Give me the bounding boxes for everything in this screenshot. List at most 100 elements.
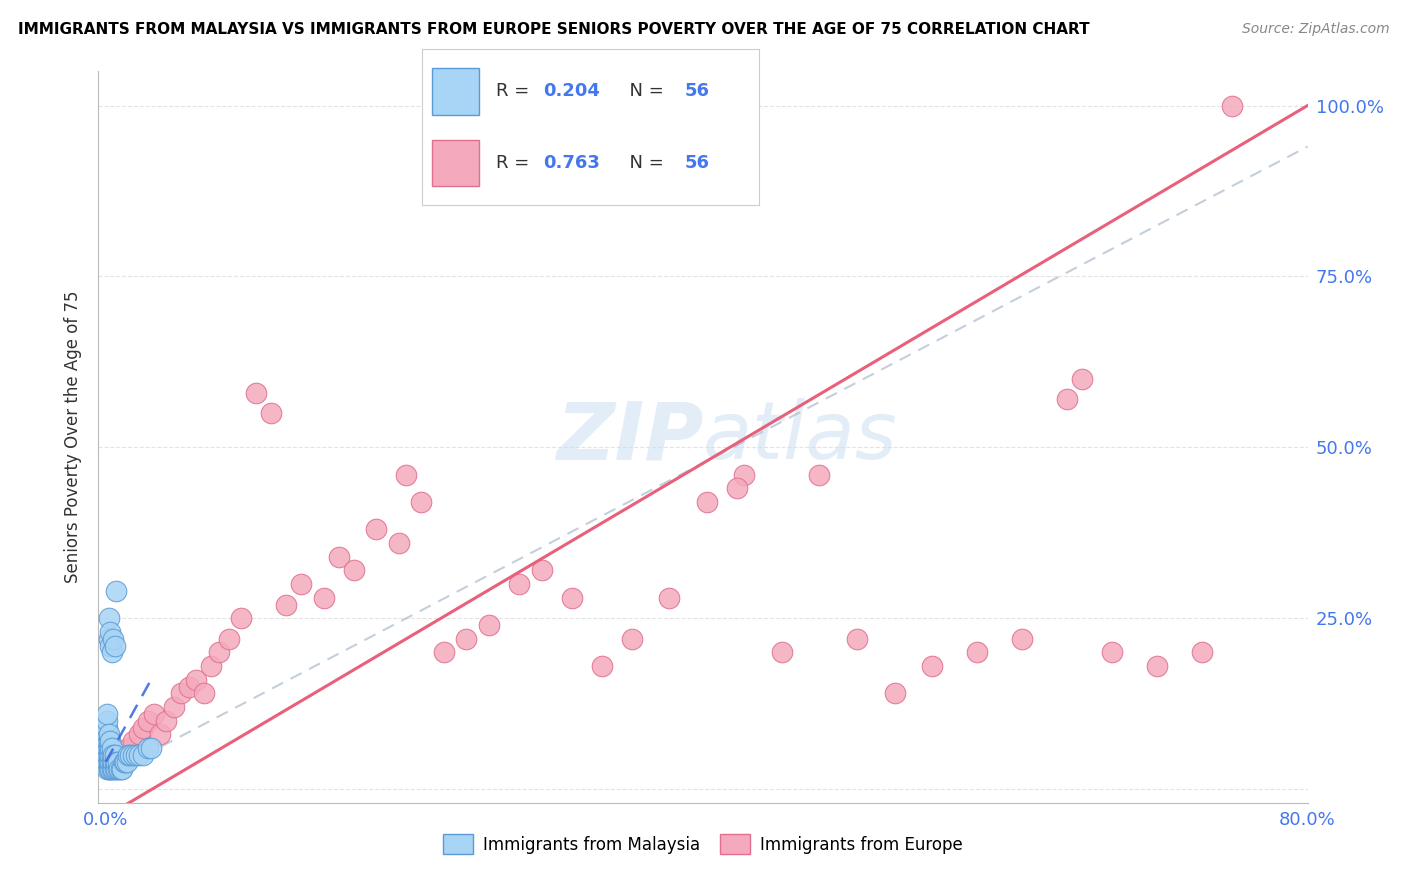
Point bbox=[846, 632, 869, 646]
Point bbox=[411, 495, 433, 509]
Point bbox=[105, 755, 128, 769]
Point bbox=[97, 734, 120, 748]
Point bbox=[100, 639, 122, 653]
Legend: Immigrants from Malaysia, Immigrants from Europe: Immigrants from Malaysia, Immigrants fro… bbox=[436, 828, 970, 860]
Point bbox=[200, 659, 222, 673]
Point bbox=[177, 680, 200, 694]
Point bbox=[97, 741, 120, 756]
Point bbox=[101, 747, 124, 762]
Point bbox=[162, 700, 184, 714]
Point bbox=[111, 762, 134, 776]
Point bbox=[97, 762, 120, 776]
Point bbox=[132, 721, 155, 735]
Point bbox=[107, 755, 129, 769]
Point bbox=[104, 762, 127, 776]
Point bbox=[100, 755, 122, 769]
Point bbox=[388, 536, 411, 550]
Point bbox=[96, 706, 118, 721]
Point bbox=[96, 734, 118, 748]
Point bbox=[117, 747, 139, 762]
Text: ZIP: ZIP bbox=[555, 398, 703, 476]
Point bbox=[103, 755, 125, 769]
Point bbox=[101, 741, 124, 756]
Point bbox=[1071, 372, 1094, 386]
Point bbox=[508, 577, 530, 591]
Point bbox=[561, 591, 583, 605]
Point bbox=[1056, 392, 1078, 407]
Point bbox=[103, 632, 125, 646]
Text: IMMIGRANTS FROM MALAYSIA VS IMMIGRANTS FROM EUROPE SENIORS POVERTY OVER THE AGE : IMMIGRANTS FROM MALAYSIA VS IMMIGRANTS F… bbox=[18, 22, 1090, 37]
Text: Source: ZipAtlas.com: Source: ZipAtlas.com bbox=[1241, 22, 1389, 37]
Point bbox=[96, 714, 118, 728]
Point bbox=[312, 591, 335, 605]
Point bbox=[1191, 645, 1213, 659]
Point bbox=[395, 467, 418, 482]
Text: R =: R = bbox=[496, 154, 536, 172]
Text: 56: 56 bbox=[685, 82, 710, 100]
Point bbox=[433, 645, 456, 659]
Text: 56: 56 bbox=[685, 154, 710, 172]
Point bbox=[530, 563, 553, 577]
Point bbox=[229, 611, 252, 625]
Point bbox=[921, 659, 943, 673]
Point bbox=[966, 645, 988, 659]
Point bbox=[125, 747, 148, 762]
Point bbox=[107, 762, 129, 776]
Point bbox=[104, 755, 127, 769]
Point bbox=[1222, 98, 1244, 112]
Point bbox=[218, 632, 240, 646]
Point bbox=[104, 639, 127, 653]
Point bbox=[733, 467, 755, 482]
Point bbox=[170, 686, 193, 700]
Text: atlas: atlas bbox=[703, 398, 898, 476]
Point bbox=[96, 741, 118, 756]
Point bbox=[101, 645, 124, 659]
Bar bbox=[432, 139, 479, 186]
Point bbox=[96, 727, 118, 741]
Point bbox=[184, 673, 207, 687]
Point bbox=[97, 755, 120, 769]
Point bbox=[96, 755, 118, 769]
Point bbox=[100, 734, 122, 748]
Point bbox=[97, 727, 120, 741]
Point bbox=[128, 727, 150, 741]
Point bbox=[478, 618, 501, 632]
Point bbox=[115, 755, 138, 769]
Point bbox=[132, 747, 155, 762]
Point bbox=[725, 481, 748, 495]
Point bbox=[328, 549, 350, 564]
Point bbox=[696, 495, 718, 509]
Point bbox=[118, 747, 141, 762]
Point bbox=[658, 591, 681, 605]
Point bbox=[1146, 659, 1168, 673]
Point bbox=[105, 762, 128, 776]
Point bbox=[103, 755, 125, 769]
Point bbox=[245, 385, 267, 400]
Point bbox=[883, 686, 905, 700]
Point bbox=[117, 741, 139, 756]
Point bbox=[276, 598, 298, 612]
Point bbox=[122, 734, 145, 748]
Point bbox=[620, 632, 643, 646]
Point bbox=[108, 762, 131, 776]
Point bbox=[591, 659, 613, 673]
Point bbox=[770, 645, 793, 659]
Point bbox=[149, 727, 172, 741]
Point bbox=[110, 747, 132, 762]
Point bbox=[104, 747, 127, 762]
Text: 0.763: 0.763 bbox=[543, 154, 600, 172]
Point bbox=[97, 611, 120, 625]
Point bbox=[290, 577, 312, 591]
Point bbox=[136, 741, 159, 756]
Point bbox=[128, 747, 150, 762]
Point bbox=[1011, 632, 1033, 646]
Point bbox=[343, 563, 366, 577]
Bar bbox=[432, 68, 479, 114]
Point bbox=[100, 762, 122, 776]
Point bbox=[143, 706, 166, 721]
Point bbox=[114, 755, 136, 769]
Point bbox=[96, 762, 118, 776]
Point bbox=[136, 714, 159, 728]
Point bbox=[366, 522, 388, 536]
Y-axis label: Seniors Poverty Over the Age of 75: Seniors Poverty Over the Age of 75 bbox=[65, 291, 83, 583]
